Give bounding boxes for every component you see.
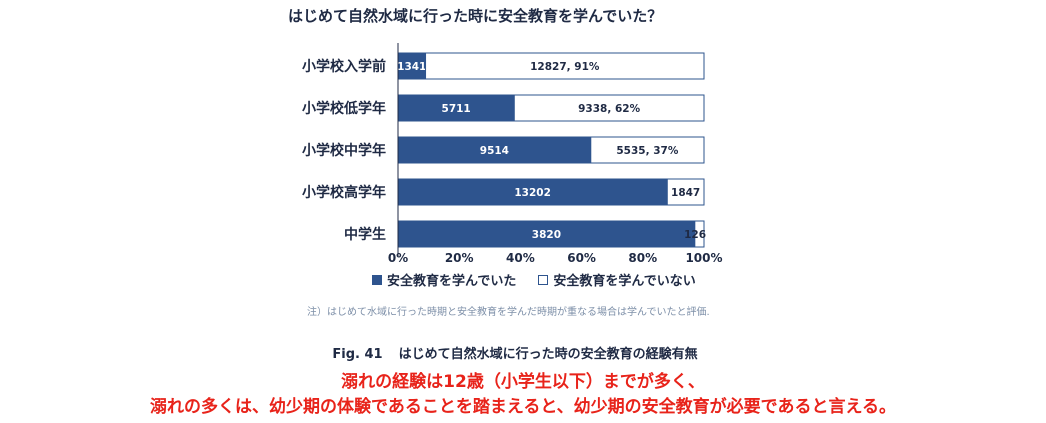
bar-not-learned <box>694 220 705 248</box>
bar-learned <box>397 136 592 164</box>
figure-caption-text: はじめて自然水域に行った時の安全教育の経験有無 <box>398 347 698 362</box>
data-label-learned: 13202 <box>514 187 551 199</box>
bar-not-learned <box>425 52 705 80</box>
x-tick-label: 80% <box>628 251 657 265</box>
bar-learned <box>397 178 668 206</box>
category-label: 中学生 <box>344 226 386 243</box>
legend-label-not-learned: 安全教育を学んでいない <box>553 274 696 289</box>
legend-label-learned: 安全教育を学んでいた <box>387 274 517 289</box>
chart-note: 注）はじめて水域に行った時期と安全教育を学んだ時期が重なる場合は学んでいたと評価… <box>307 307 710 318</box>
bar-learned <box>397 220 696 248</box>
data-label-not-learned: 12827, 91% <box>530 61 600 73</box>
data-label-learned: 3820 <box>532 229 561 241</box>
x-tick-label: 40% <box>506 251 535 265</box>
figure-caption: Fig. 41 はじめて自然水域に行った時の安全教育の経験有無 <box>0 343 1046 362</box>
category-label: 小学校高学年 <box>302 184 386 201</box>
legend-item-not-learned: 安全教育を学んでいない <box>538 270 696 289</box>
data-label-not-learned: 9338, 62% <box>578 103 640 115</box>
figure-number: Fig. 41 <box>332 347 383 362</box>
bar-not-learned <box>513 94 705 122</box>
data-label-learned: 1341 <box>397 61 426 73</box>
legend-swatch-learned <box>372 274 382 285</box>
x-tick-label: 20% <box>445 251 474 265</box>
legend: 安全教育を学んでいた 安全教育を学んでいない <box>372 270 696 289</box>
category-label: 小学校低学年 <box>302 100 386 117</box>
data-label-not-learned: 1847 <box>671 187 700 199</box>
x-tick-label: 100% <box>685 251 722 265</box>
message-line-1: 溺れの経験は12歳（小学生以下）までが多く、 <box>341 372 705 392</box>
data-label-learned: 9514 <box>480 145 509 157</box>
category-label: 小学校中学年 <box>302 142 386 159</box>
x-tick-label: 60% <box>567 251 596 265</box>
category-label: 小学校入学前 <box>302 58 386 75</box>
message-line-2: 溺れの多くは、幼少期の体験であることを踏まえると、幼少期の安全教育が必要であると… <box>150 397 896 417</box>
bar-not-learned <box>666 178 705 206</box>
bar-not-learned <box>590 136 705 164</box>
chart-title: はじめて自然水域に行った時に安全教育を学んでいた？ <box>288 7 663 25</box>
data-label-not-learned: 5535, 37% <box>616 145 678 157</box>
legend-item-learned: 安全教育を学んでいた <box>372 270 516 289</box>
legend-swatch-not-learned <box>538 274 549 285</box>
data-label-learned: 5711 <box>442 103 471 115</box>
stacked-bar-chart: 小学校入学前 1341 12827, 91% 小学校低学年 5711 9338, 62% 小… <box>302 43 723 265</box>
data-label-not-learned: 126 <box>684 229 706 241</box>
x-tick-label: 0% <box>388 251 408 265</box>
